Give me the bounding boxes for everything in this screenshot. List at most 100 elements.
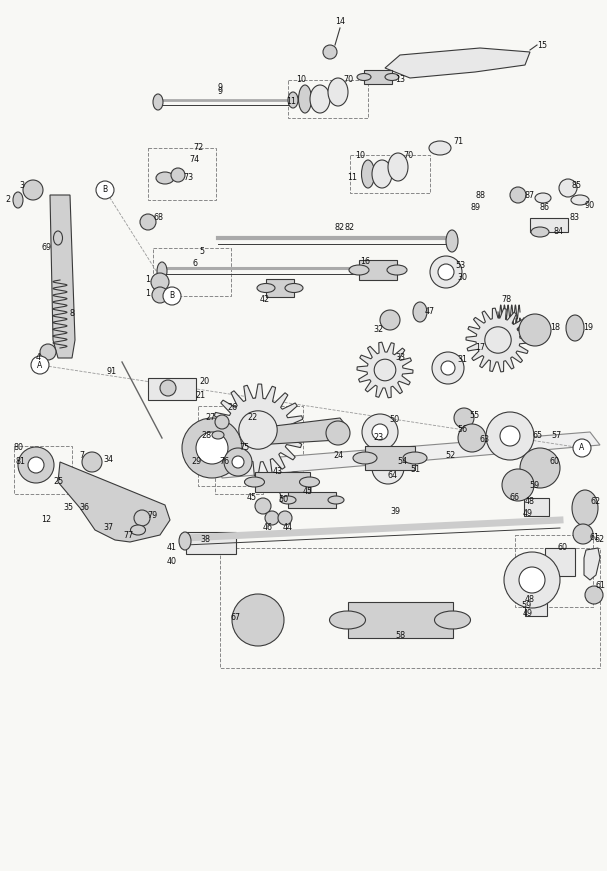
Circle shape [40, 344, 56, 360]
Circle shape [182, 418, 242, 478]
Circle shape [559, 179, 577, 197]
Ellipse shape [328, 496, 344, 504]
Text: 48: 48 [525, 497, 535, 507]
Text: 23: 23 [373, 434, 383, 442]
Polygon shape [58, 462, 170, 542]
Polygon shape [266, 279, 294, 297]
Text: 32: 32 [373, 326, 383, 334]
Bar [350, 155, 430, 193]
Text: 17: 17 [475, 343, 485, 353]
Circle shape [160, 380, 176, 396]
Polygon shape [584, 548, 600, 580]
Text: 55: 55 [470, 410, 480, 420]
Circle shape [28, 457, 44, 473]
Ellipse shape [13, 192, 23, 208]
Circle shape [31, 356, 49, 374]
Ellipse shape [257, 283, 275, 293]
Text: 87: 87 [525, 191, 535, 199]
Text: 62: 62 [591, 497, 601, 507]
Text: 11: 11 [286, 98, 296, 106]
Circle shape [485, 327, 511, 354]
Polygon shape [255, 418, 348, 445]
Text: 46: 46 [263, 523, 273, 532]
Text: 2: 2 [5, 195, 10, 205]
Bar [148, 378, 196, 400]
Text: 42: 42 [260, 295, 270, 305]
Ellipse shape [349, 265, 369, 275]
Text: B: B [169, 292, 175, 300]
Ellipse shape [429, 141, 451, 155]
Polygon shape [365, 446, 415, 470]
Text: 57: 57 [551, 431, 561, 441]
Circle shape [152, 287, 168, 303]
Text: 4: 4 [35, 354, 41, 362]
Text: 67: 67 [231, 613, 241, 623]
Ellipse shape [446, 230, 458, 252]
Text: 14: 14 [335, 17, 345, 26]
Bar [153, 248, 231, 296]
Text: 81: 81 [15, 457, 25, 467]
Text: 43: 43 [273, 468, 283, 476]
Text: 39: 39 [390, 508, 400, 517]
Text: 58: 58 [395, 631, 405, 639]
Polygon shape [212, 384, 304, 476]
Text: 31: 31 [457, 355, 467, 364]
Ellipse shape [299, 477, 319, 487]
Circle shape [486, 412, 534, 460]
Text: 26: 26 [227, 403, 237, 413]
Text: 51: 51 [410, 465, 420, 475]
Text: 73: 73 [183, 173, 193, 183]
Circle shape [323, 45, 337, 59]
Text: 40: 40 [167, 557, 177, 566]
Text: 49: 49 [523, 510, 533, 518]
Circle shape [151, 273, 169, 291]
Ellipse shape [388, 153, 408, 181]
Circle shape [500, 426, 520, 446]
Text: 13: 13 [395, 76, 405, 84]
Circle shape [441, 361, 455, 375]
Text: 30: 30 [457, 273, 467, 282]
Ellipse shape [157, 262, 167, 280]
Text: 78: 78 [501, 295, 511, 305]
Text: 54: 54 [397, 457, 407, 467]
Text: 7: 7 [80, 451, 84, 461]
Text: 61: 61 [595, 580, 605, 590]
Circle shape [573, 439, 591, 457]
Bar [186, 532, 236, 554]
Ellipse shape [288, 92, 298, 108]
Text: 59: 59 [522, 602, 532, 611]
Ellipse shape [357, 73, 371, 80]
Text: 38: 38 [200, 536, 210, 544]
Text: 1: 1 [146, 274, 151, 283]
Text: 33: 33 [395, 354, 405, 362]
Circle shape [171, 168, 185, 182]
Ellipse shape [153, 94, 163, 110]
Text: 75: 75 [240, 443, 250, 453]
Circle shape [520, 448, 560, 488]
Text: 12: 12 [41, 516, 51, 524]
Text: 3: 3 [19, 181, 24, 191]
Text: 91: 91 [107, 368, 117, 376]
Text: 45: 45 [247, 494, 257, 503]
Ellipse shape [179, 532, 191, 550]
Text: 48: 48 [525, 596, 535, 604]
Ellipse shape [385, 73, 399, 80]
Text: 71: 71 [453, 138, 463, 146]
Text: 20: 20 [199, 377, 209, 387]
Text: 79: 79 [147, 510, 157, 519]
Ellipse shape [571, 195, 589, 205]
Bar [545, 548, 575, 576]
Text: 56: 56 [457, 426, 467, 435]
Text: 24: 24 [333, 450, 343, 460]
Polygon shape [254, 472, 310, 492]
Ellipse shape [362, 160, 375, 188]
Circle shape [362, 414, 398, 450]
Circle shape [458, 424, 486, 452]
Text: 25: 25 [53, 477, 63, 487]
Circle shape [430, 256, 462, 288]
Text: 6: 6 [192, 260, 197, 268]
Text: 47: 47 [425, 307, 435, 316]
Circle shape [573, 524, 593, 544]
Circle shape [510, 187, 526, 203]
Text: 16: 16 [360, 258, 370, 267]
